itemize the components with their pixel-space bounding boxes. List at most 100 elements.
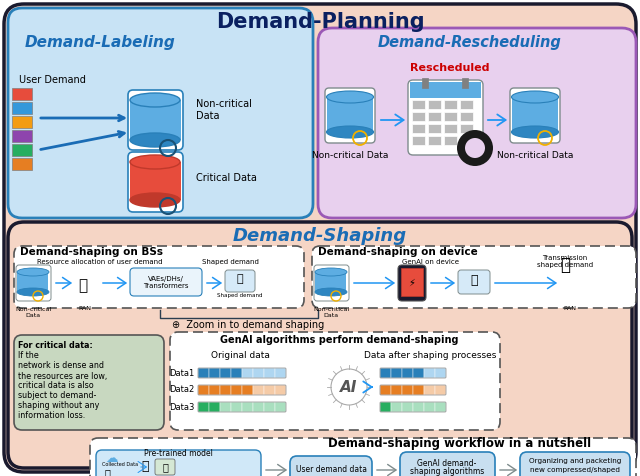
Bar <box>391 402 401 412</box>
Bar <box>412 124 425 133</box>
Text: the resources are low,: the resources are low, <box>18 371 108 380</box>
Text: Demand-shaping on device: Demand-shaping on device <box>318 247 477 257</box>
Bar <box>12 130 32 142</box>
Bar <box>130 162 181 200</box>
Text: Critical Data: Critical Data <box>196 173 257 183</box>
FancyBboxPatch shape <box>90 438 636 476</box>
Text: User Demand: User Demand <box>19 75 85 85</box>
FancyBboxPatch shape <box>312 246 636 308</box>
FancyBboxPatch shape <box>225 270 255 292</box>
Bar <box>231 385 241 395</box>
Text: RAN: RAN <box>79 306 92 310</box>
Text: 🧠: 🧠 <box>141 460 148 474</box>
FancyBboxPatch shape <box>128 152 183 212</box>
Bar <box>413 385 424 395</box>
Text: If the: If the <box>18 351 39 360</box>
Text: Data3: Data3 <box>168 403 194 411</box>
Text: shaping without any: shaping without any <box>18 401 99 410</box>
Ellipse shape <box>511 126 559 138</box>
Bar <box>220 402 230 412</box>
Bar <box>231 368 241 378</box>
Ellipse shape <box>17 268 49 276</box>
FancyBboxPatch shape <box>458 270 490 294</box>
Bar <box>444 112 457 121</box>
Bar <box>253 368 264 378</box>
Text: new compressed/shaped: new compressed/shaped <box>530 467 620 473</box>
Bar <box>460 112 473 121</box>
Text: 🖥: 🖥 <box>470 275 477 288</box>
Text: shaping algorithms: shaping algorithms <box>410 467 484 476</box>
Bar <box>275 385 285 395</box>
Bar <box>12 158 32 170</box>
Text: 📡: 📡 <box>560 256 570 274</box>
Circle shape <box>457 130 493 166</box>
Bar <box>242 385 253 395</box>
FancyBboxPatch shape <box>408 80 483 155</box>
Bar <box>413 368 424 378</box>
Text: Demand-shaping on BSs: Demand-shaping on BSs <box>20 247 163 257</box>
Text: Rescheduled: Rescheduled <box>410 63 490 73</box>
Ellipse shape <box>315 268 347 276</box>
Ellipse shape <box>326 91 374 103</box>
Bar <box>198 368 209 378</box>
FancyBboxPatch shape <box>96 450 261 476</box>
Ellipse shape <box>130 155 180 169</box>
FancyBboxPatch shape <box>400 452 495 476</box>
Bar <box>460 124 473 133</box>
Text: Non-critical
Data: Non-critical Data <box>15 307 51 318</box>
Text: 🎨: 🎨 <box>105 468 111 476</box>
Bar <box>275 368 285 378</box>
Text: Original data: Original data <box>211 351 269 360</box>
Bar <box>253 402 264 412</box>
Bar <box>428 124 441 133</box>
Text: Resource allocation of user demand: Resource allocation of user demand <box>37 259 163 265</box>
Bar <box>275 402 285 412</box>
Bar <box>512 97 558 132</box>
Text: For critical data:: For critical data: <box>18 341 93 350</box>
Bar <box>380 385 390 395</box>
Bar <box>209 402 220 412</box>
Bar <box>12 116 32 128</box>
Bar <box>444 124 457 133</box>
Text: Shaped demand: Shaped demand <box>217 292 263 298</box>
Text: GenAI algorithms perform demand-shaping: GenAI algorithms perform demand-shaping <box>220 335 458 345</box>
FancyBboxPatch shape <box>510 88 560 143</box>
Bar <box>428 100 441 109</box>
FancyBboxPatch shape <box>130 268 202 296</box>
Bar <box>198 402 209 412</box>
Bar <box>327 97 373 132</box>
Bar <box>402 385 413 395</box>
Bar <box>460 100 473 109</box>
Text: 🗼: 🗼 <box>78 278 87 293</box>
Text: Pre-trained model: Pre-trained model <box>143 448 212 457</box>
Bar <box>198 385 209 395</box>
Text: Non-critical
Data: Non-critical Data <box>313 307 349 318</box>
Text: Non-critical
Data: Non-critical Data <box>196 99 252 121</box>
Bar <box>401 268 423 296</box>
Bar <box>315 272 346 292</box>
FancyBboxPatch shape <box>314 265 349 301</box>
Bar <box>402 402 413 412</box>
Bar <box>402 368 413 378</box>
Ellipse shape <box>130 93 180 107</box>
Bar <box>391 368 401 378</box>
Bar <box>242 402 253 412</box>
Text: information loss.: information loss. <box>18 411 85 420</box>
FancyBboxPatch shape <box>128 90 183 150</box>
Text: Demand-Labeling: Demand-Labeling <box>24 34 175 50</box>
Bar <box>410 82 481 98</box>
Text: ☁: ☁ <box>105 452 118 465</box>
Ellipse shape <box>17 288 49 296</box>
Bar <box>460 136 473 145</box>
Bar <box>12 102 32 114</box>
Text: Demand-Rescheduling: Demand-Rescheduling <box>378 34 562 50</box>
Text: GenAI demand-: GenAI demand- <box>417 458 477 467</box>
FancyBboxPatch shape <box>318 28 636 218</box>
Bar <box>380 402 390 412</box>
Text: Non-critical Data: Non-critical Data <box>312 150 388 159</box>
Text: User demand data: User demand data <box>296 466 367 475</box>
Bar <box>435 385 445 395</box>
Bar <box>412 100 425 109</box>
Bar <box>413 402 424 412</box>
Bar <box>242 368 253 378</box>
